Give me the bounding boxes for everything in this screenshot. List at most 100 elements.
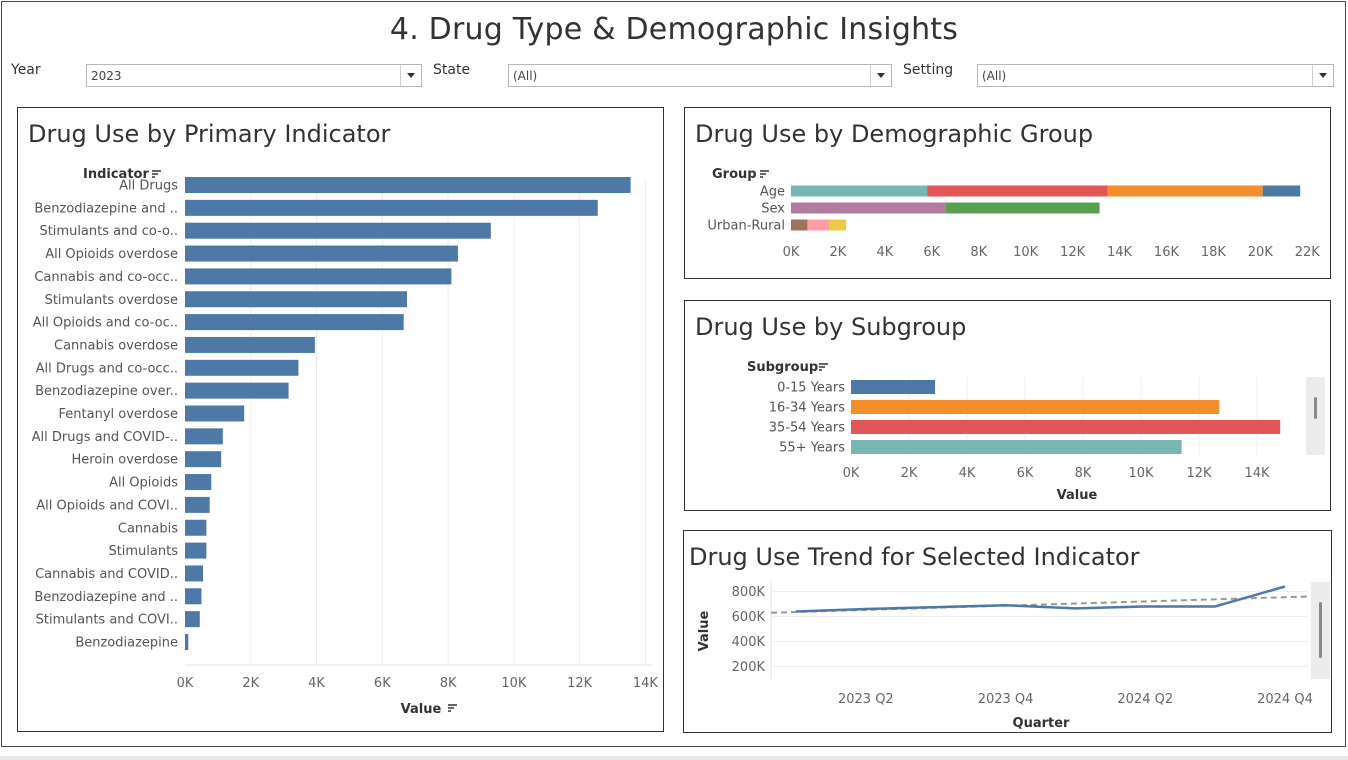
bottom-toolbar-strip: [0, 756, 1348, 760]
setting-dropdown[interactable]: (All): [977, 64, 1334, 87]
trend-scrollbar-thumb[interactable]: [1319, 602, 1322, 658]
group-label: Sex: [761, 202, 785, 217]
group-bar-segment: [927, 185, 1108, 197]
dashboard-title: 4. Drug Type & Demographic Insights: [389, 12, 959, 47]
group-bar-segment: [791, 202, 946, 214]
x-tick-label: 14K: [1107, 245, 1133, 260]
value-line: [795, 585, 1286, 613]
indicator-label: Stimulants: [108, 544, 178, 559]
x-tick-label: 18K: [1201, 245, 1227, 260]
indicator-bar: [185, 542, 207, 559]
x-tick-label: 2K: [901, 466, 918, 481]
subgroup-scrollbar[interactable]: [1306, 377, 1325, 455]
indicator-bar: [185, 428, 223, 445]
primary-indicator-panel: Drug Use by Primary Indicator 0K 2K 4K 6K 8K…: [17, 107, 664, 732]
x-tick-label: 6K: [374, 676, 391, 691]
indicator-label: Heroin overdose: [71, 453, 178, 468]
x-tick-label: 8K: [1075, 466, 1092, 481]
y-tick-label: 200K: [732, 660, 766, 675]
indicator-bar: [185, 474, 212, 491]
subgroup-scrollbar-thumb[interactable]: [1314, 397, 1317, 419]
indicator-label: Stimulants and co-o..: [39, 224, 178, 239]
subgroup-bar: [851, 420, 1281, 434]
sort-descending-icon[interactable]: [448, 704, 457, 712]
indicator-label: All Opioids: [109, 476, 178, 491]
x-tick-label: 12K: [1060, 245, 1086, 260]
subgroup-label: 16-34 Years: [769, 401, 845, 416]
state-dropdown[interactable]: (All): [508, 64, 892, 87]
year-dropdown[interactable]: 2023: [86, 64, 422, 87]
group-bar-segment: [791, 185, 928, 197]
x-tick-label: 2K: [830, 245, 847, 260]
indicator-label: Cannabis and co-occ..: [34, 270, 178, 285]
indicator-bar: [185, 565, 204, 582]
indicator-label: Stimulants and COVI..: [36, 613, 178, 628]
indicator-bar: [185, 588, 202, 605]
group-row-header: Group: [712, 167, 757, 182]
setting-dropdown-value: (All): [982, 69, 1007, 83]
indicator-label: All Opioids and co-oc..: [33, 316, 178, 331]
group-bar-segment: [791, 219, 808, 231]
indicator-label: Cannabis: [118, 521, 178, 536]
setting-filter-label: Setting: [903, 62, 954, 78]
chevron-down-icon[interactable]: [400, 65, 421, 86]
x-tick-label: 8K: [440, 676, 457, 691]
x-tick-label: 10K: [1128, 466, 1154, 481]
indicator-label: Fentanyl overdose: [59, 407, 178, 422]
indicator-label: Benzodiazepine and ..: [34, 590, 178, 605]
group-label: Age: [760, 185, 785, 200]
indicator-bar: [185, 496, 210, 513]
trend-panel: Drug Use Trend for Selected Indicator 20…: [683, 530, 1332, 733]
x-axis-title: Quarter: [1013, 716, 1071, 731]
subgroup-row-header: Subgroup: [747, 360, 818, 375]
trend-chart: 200K 400K 600K 800K 2023 Q2 2023 Q4 2024 Q2 202…: [697, 581, 1313, 731]
chevron-down-icon[interactable]: [1312, 65, 1333, 86]
sort-descending-icon[interactable]: [152, 170, 161, 178]
x-tick-label: 2024 Q2: [1117, 692, 1173, 707]
trend-scrollbar[interactable]: [1311, 582, 1330, 679]
x-tick-label: 0K: [843, 466, 860, 481]
indicator-label: Benzodiazepine: [75, 636, 178, 651]
indicator-bar: [185, 359, 299, 376]
x-tick-label: 10K: [1013, 245, 1039, 260]
y-tick-label: 400K: [732, 635, 766, 650]
y-tick-label: 600K: [732, 610, 766, 625]
subgroup-panel: Drug Use by Subgroup 0K 2K 4K 6K 8K 10K 12K 14K…: [684, 300, 1331, 511]
demographic-group-title: Drug Use by Demographic Group: [695, 120, 1094, 148]
subgroup-chart: 0K 2K 4K 6K 8K 10K 12K 14K Subgroup 0-15 Years 16-…: [747, 360, 1281, 503]
sort-ascending-icon[interactable]: [819, 363, 828, 371]
x-tick-label: 12K: [567, 676, 593, 691]
indicator-bar: [185, 519, 207, 536]
subgroup-label: 55+ Years: [779, 441, 845, 456]
x-tick-label: 16K: [1154, 245, 1180, 260]
indicator-label: Stimulants overdose: [45, 293, 178, 308]
x-tick-label: 6K: [923, 245, 940, 260]
group-bar-segment: [1107, 185, 1263, 197]
x-tick-label: 4K: [959, 466, 976, 481]
primary-indicator-title: Drug Use by Primary Indicator: [28, 120, 391, 148]
x-tick-label: 12K: [1186, 466, 1212, 481]
indicator-label: All Drugs and COVID-..: [32, 430, 178, 445]
y-axis-title: Value: [697, 610, 712, 651]
subgroup-title: Drug Use by Subgroup: [695, 313, 967, 341]
x-tick-label: 8K: [970, 245, 987, 260]
group-bar-segment: [807, 219, 830, 231]
x-tick-label: 0K: [783, 245, 800, 260]
chevron-down-icon[interactable]: [870, 65, 891, 86]
x-tick-label: 4K: [308, 676, 325, 691]
x-tick-label: 4K: [876, 245, 893, 260]
indicator-bar: [185, 382, 289, 399]
indicator-label: Benzodiazepine over..: [35, 384, 178, 399]
state-dropdown-value: (All): [513, 69, 538, 83]
indicator-label: All Drugs and co-occ..: [36, 361, 178, 376]
x-tick-label: 2K: [242, 676, 259, 691]
indicator-label: Cannabis overdose: [54, 338, 178, 353]
indicator-bar: [185, 314, 404, 331]
subgroup-label: 0-15 Years: [777, 381, 845, 396]
sort-descending-icon[interactable]: [760, 170, 769, 178]
year-filter-label: Year: [11, 62, 41, 78]
indicator-bar: [185, 245, 458, 262]
subgroup-bar: [851, 440, 1182, 454]
